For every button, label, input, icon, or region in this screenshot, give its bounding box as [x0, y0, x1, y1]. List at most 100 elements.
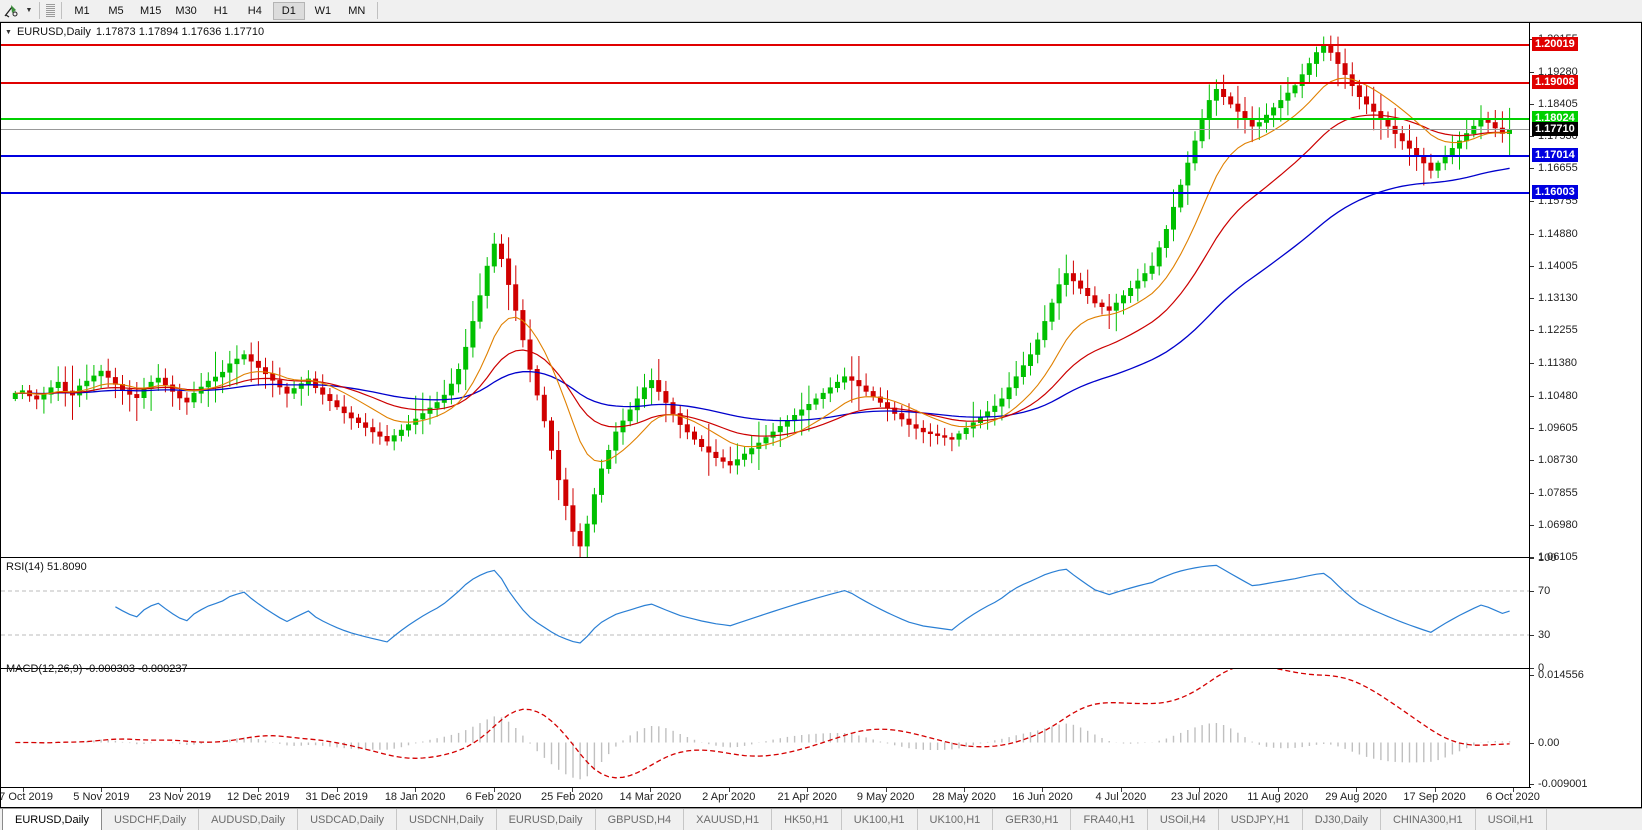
toolbar-separator	[39, 2, 40, 19]
date-label: 6 Oct 2020	[1486, 791, 1540, 803]
timeframe-mn[interactable]: MN	[348, 4, 366, 17]
date-tick	[1434, 788, 1436, 792]
date-tick	[1199, 788, 1201, 792]
price-tick: 1.18405	[1530, 98, 1578, 110]
price-panel[interactable]	[1, 23, 1641, 557]
date-tick	[258, 788, 260, 792]
price-tick: 1.06980	[1530, 519, 1578, 531]
toolbar-drag-handle[interactable]	[46, 3, 55, 19]
chart-tabs-bar[interactable]: EURUSD,Daily USDCHF,Daily AUDUSD,Daily USDC…	[0, 808, 1642, 830]
macd-tick: 0.00	[1530, 737, 1559, 749]
date-tick	[415, 788, 417, 792]
price-tick: 1.19280	[1530, 66, 1578, 78]
chart-tab-gbpusd-h4[interactable]: GBPUSD,H4	[596, 809, 685, 830]
chart-tab-hk50-h1[interactable]: HK50,H1	[772, 809, 842, 830]
chart-canvas-area[interactable]: ▼ EURUSD,Daily 1.17873 1.17894 1.17636 1…	[0, 22, 1642, 808]
timeframe-d1[interactable]: D1	[272, 1, 305, 20]
timeframe-toolbar: ▼ M1 M5 M15 M30 H1 H4 D1 W1 MN	[0, 0, 1642, 22]
rsi-tick: 70	[1530, 585, 1550, 597]
price-tick: 1.07855	[1530, 487, 1578, 499]
timeframe-h4[interactable]: H4	[247, 4, 262, 17]
date-tick	[807, 788, 809, 792]
price-axis[interactable]: 1.201551.192801.184051.175301.166551.157…	[1529, 23, 1641, 807]
macd-panel[interactable]	[1, 669, 1641, 788]
timeframe-h1[interactable]: H1	[213, 4, 228, 17]
timeframe-m30[interactable]: M30	[175, 4, 197, 17]
date-tick	[650, 788, 652, 792]
rsi-chart-svg	[1, 564, 1531, 644]
date-label: 4 Jul 2020	[1095, 791, 1147, 803]
date-label: 31 Dec 2019	[305, 791, 368, 803]
chart-tab-usdjpy-h1[interactable]: USDJPY,H1	[1219, 809, 1303, 830]
chart-tab-eurusd-daily[interactable]: EURUSD,Daily	[497, 809, 596, 830]
date-label: 17 Sep 2020	[1403, 791, 1466, 803]
price-tick: 1.14005	[1530, 260, 1578, 272]
date-tick	[336, 788, 338, 792]
price-badge-support-green[interactable]: 1.18024	[1532, 110, 1578, 125]
price-tick: 1.16655	[1530, 162, 1578, 174]
chart-tab-usdchf-daily[interactable]: USDCHF,Daily	[102, 809, 200, 830]
chart-tab-china300-h1[interactable]: CHINA300,H1	[1381, 809, 1476, 830]
date-tick	[1277, 788, 1279, 792]
chart-tab-xauusd-h1[interactable]: XAUUSD,H1	[684, 809, 773, 830]
timeframe-w1[interactable]: W1	[314, 4, 332, 17]
date-label: 2 Apr 2020	[702, 791, 756, 803]
rsi-indicator-label: RSI(14) 51.8090	[6, 561, 87, 573]
date-label: 5 Nov 2019	[73, 791, 130, 803]
price-chart-svg	[12, 35, 1513, 557]
chart-tab-usdcnh-daily[interactable]: USDCNH,Daily	[397, 809, 497, 830]
timeframe-m1[interactable]: M1	[74, 4, 90, 17]
triangle-down-icon[interactable]: ▼	[5, 28, 12, 36]
chart-tab-uk100-h1[interactable]: UK100,H1	[918, 809, 994, 830]
date-label: 17 Oct 2019	[1, 791, 53, 803]
chart-tab-fra40-h1[interactable]: FRA40,H1	[1071, 809, 1148, 830]
price-tick: 1.06105	[1530, 551, 1578, 563]
chart-tab-usdcad-daily[interactable]: USDCAD,Daily	[298, 809, 398, 830]
chart-tab-audusd-daily[interactable]: AUDUSD,Daily	[199, 809, 299, 830]
chart-tab-dj30-daily[interactable]: DJ30,Daily	[1303, 809, 1381, 830]
price-badge-resistance[interactable]: 1.20019	[1532, 37, 1578, 52]
date-label: 18 Jan 2020	[384, 791, 446, 803]
price-tick: 1.14880	[1530, 228, 1578, 240]
rsi-panel[interactable]	[1, 558, 1641, 668]
date-tick	[1120, 788, 1122, 792]
price-badge-support-blue[interactable]: 1.17014	[1532, 148, 1578, 163]
macd-chart-svg	[15, 669, 1511, 780]
chart-header: ▼ EURUSD,Daily 1.17873 1.17894 1.17636 1…	[5, 26, 264, 38]
price-badge-resistance[interactable]: 1.19008	[1532, 74, 1578, 89]
timeframe-m15[interactable]: M15	[140, 4, 162, 17]
timeframe-m5[interactable]: M5	[108, 4, 124, 17]
price-badge-support-blue[interactable]: 1.16003	[1532, 185, 1578, 200]
date-label: 23 Jul 2020	[1170, 791, 1228, 803]
macd-indicator-label: MACD(12,26,9) -0.000303 -0.000237	[6, 663, 188, 675]
chart-tab-usoil-h1[interactable]: USOil,H1	[1476, 809, 1547, 830]
date-axis[interactable]: 17 Oct 2019 5 Nov 2019 23 Nov 2019 12 Dec 2…	[1, 787, 1540, 807]
date-tick	[571, 788, 573, 792]
price-tick: 1.12255	[1530, 324, 1578, 336]
price-tick: 1.13130	[1530, 292, 1578, 304]
date-tick	[728, 788, 730, 792]
price-tick: 1.08730	[1530, 454, 1578, 466]
date-label: 12 Dec 2019	[227, 791, 290, 803]
date-label: 11 Aug 2020	[1247, 791, 1309, 803]
chart-tab-usoil-h4[interactable]: USOil,H4	[1148, 809, 1219, 830]
date-label: 21 Apr 2020	[777, 791, 837, 803]
price-tick: 1.10480	[1530, 390, 1578, 402]
chart-tab-uk100-h1[interactable]: UK100,H1	[842, 809, 918, 830]
date-label: 28 May 2020	[932, 791, 996, 803]
crosshair-pointer-icon[interactable]	[0, 1, 22, 21]
rsi-panel-divider	[1, 557, 1641, 558]
price-badge-last-price[interactable]: 1.17710	[1532, 122, 1578, 137]
date-tick	[493, 788, 495, 792]
chevron-down-icon[interactable]: ▼	[25, 7, 33, 14]
price-tick: 1.09605	[1530, 422, 1578, 434]
macd-panel-divider	[1, 668, 1641, 669]
rsi-tick: 0	[1530, 662, 1544, 674]
date-tick	[1356, 788, 1358, 792]
chart-tab-eurusd-daily[interactable]: EURUSD,Daily	[2, 809, 102, 830]
date-tick	[885, 788, 887, 792]
date-tick	[1513, 788, 1514, 792]
rsi-tick: 100	[1530, 552, 1556, 564]
chart-tab-ger30-h1[interactable]: GER30,H1	[993, 809, 1072, 830]
macd-tick: 0.014556	[1530, 669, 1584, 681]
